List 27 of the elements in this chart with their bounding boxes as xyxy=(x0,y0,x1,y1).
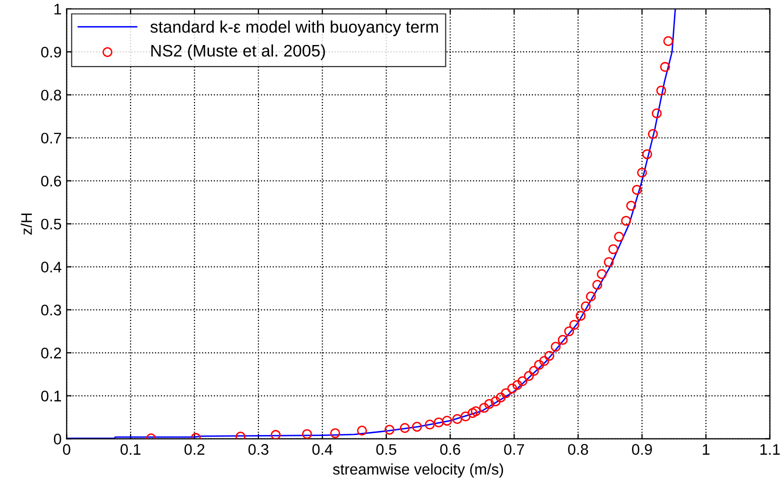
x-tick-label: 0.4 xyxy=(312,444,333,455)
y-tick-label: 0 xyxy=(54,434,62,444)
x-tick-label: 0.1 xyxy=(120,444,140,455)
x-tick-label: 0.3 xyxy=(248,444,268,455)
x-tick-label: 0.7 xyxy=(504,444,524,455)
y-tick-label: 1 xyxy=(54,4,62,14)
x-tick-label: 0 xyxy=(62,444,70,455)
x-tick-label: 0.8 xyxy=(568,444,588,455)
y-tick-label: 0.8 xyxy=(41,90,62,101)
x-tick-label: 0.5 xyxy=(376,444,396,455)
x-tick-label: 0.6 xyxy=(440,444,460,455)
y-tick-label: 0.7 xyxy=(41,132,62,144)
y-tick-label: 0.6 xyxy=(41,176,62,187)
y-tick-label: 0.3 xyxy=(41,304,62,316)
x-tick-label: 1 xyxy=(702,444,710,455)
y-tick-label: 0.4 xyxy=(41,262,62,272)
x-tick-label: 1.1 xyxy=(760,444,780,455)
y-axis-title: z/H xyxy=(20,214,32,235)
x-axis-title: streamwise velocity (m/s) xyxy=(332,463,504,478)
x-tick-label: 0.2 xyxy=(184,444,204,455)
x-tick-label: 0.9 xyxy=(632,444,652,455)
y-tick-label: 0.2 xyxy=(41,348,62,358)
legend-label: standard k-ε model with buoyancy term xyxy=(150,20,438,36)
y-tick-label: 0.9 xyxy=(41,46,62,58)
y-tick-label: 0.5 xyxy=(41,218,62,230)
y-tick-label: 0.1 xyxy=(41,390,62,402)
legend-label: NS2 (Muste et al. 2005) xyxy=(151,44,325,60)
